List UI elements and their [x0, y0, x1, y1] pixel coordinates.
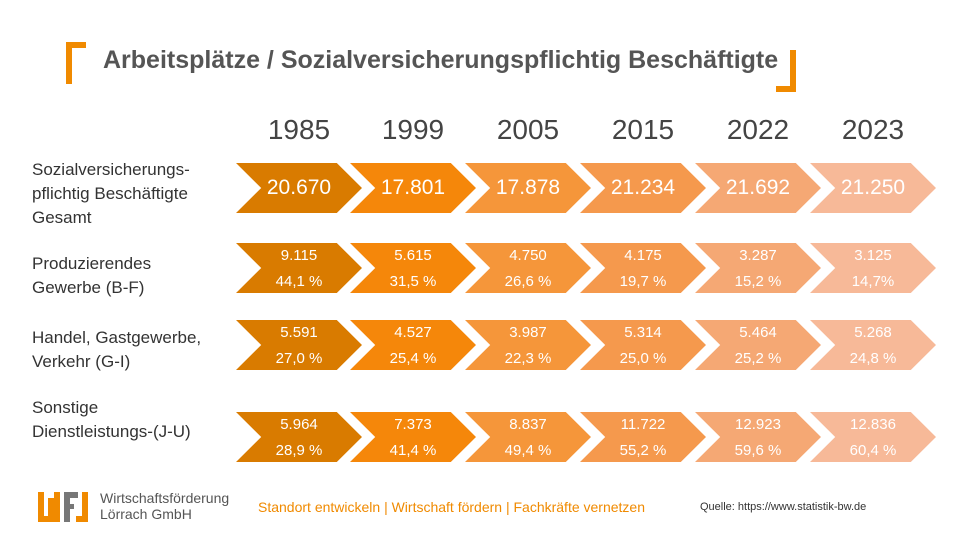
cell-value: 5.314 — [624, 324, 662, 341]
cell-value: 3.125 — [854, 247, 892, 264]
cell-share: 24,8 % — [849, 350, 897, 367]
cell-value: 11.722 — [620, 416, 666, 433]
cell-value: 8.837 — [509, 416, 547, 433]
chevron-cell: 12.923 59,6 % — [695, 412, 821, 462]
footer-tagline: Standort entwickeln | Wirtschaft fördern… — [258, 499, 645, 515]
cell-share: 41,4 % — [389, 442, 437, 459]
cell-value: 21.250 — [840, 176, 906, 199]
cell-value: 17.878 — [495, 176, 561, 199]
source-note: Quelle: https://www.statistik-bw.de — [700, 501, 867, 513]
chevron-cell: 5.615 31,5 % — [350, 243, 476, 293]
cell-share: 49,4 % — [504, 442, 552, 459]
chevron-cell: 17.801 — [350, 163, 476, 213]
column-header-1985: 1985 — [267, 114, 331, 145]
cell-value: 17.801 — [380, 176, 446, 199]
row-label: Sonstige Dienstleistungs-(J-U) — [32, 398, 191, 441]
column-header-2022: 2022 — [726, 114, 790, 145]
cell-share: 25,4 % — [389, 350, 437, 367]
cell-share: 55,2 % — [619, 442, 667, 459]
chevron-cell: 21.692 — [695, 163, 821, 213]
cell-value: 5.615 — [394, 247, 432, 264]
chevron-cell: 5.464 25,2 % — [695, 320, 821, 370]
cell-share: 25,2 % — [734, 350, 782, 367]
chevron-cell: 21.234 — [580, 163, 706, 213]
chevron-cell: 5.591 27,0 % — [236, 320, 362, 370]
cell-share: 22,3 % — [504, 350, 552, 367]
chevron-cell: 5.964 28,9 % — [236, 412, 362, 462]
cell-share: 59,6 % — [734, 442, 782, 459]
title-bracket-right — [776, 50, 796, 92]
chevron-cell: 12.836 60,4 % — [810, 412, 936, 462]
cell-value: 4.175 — [624, 247, 662, 264]
chevron-cell: 9.115 44,1 % — [236, 243, 362, 293]
chevron-cell: 4.527 25,4 % — [350, 320, 476, 370]
cell-value: 3.987 — [509, 324, 547, 341]
chevron-cell: 4.750 26,6 % — [465, 243, 591, 293]
chevron-cell: 5.314 25,0 % — [580, 320, 706, 370]
column-header-2015: 2015 — [611, 114, 675, 145]
cell-share: 25,0 % — [619, 350, 667, 367]
page-title: Arbeitsplätze / Sozialversicherungspflic… — [103, 46, 779, 74]
cell-share: 15,2 % — [734, 273, 782, 290]
cell-value: 12.836 — [850, 416, 896, 433]
cell-value: 4.527 — [394, 324, 432, 341]
cell-value: 7.373 — [394, 416, 432, 433]
title-bracket-left — [66, 42, 86, 84]
cell-share: 27,0 % — [275, 350, 323, 367]
chevron-cell: 11.722 55,2 % — [580, 412, 706, 462]
cell-share: 60,4 % — [849, 442, 897, 459]
column-header-2023: 2023 — [841, 114, 905, 145]
cell-value: 20.670 — [266, 176, 332, 199]
cell-value: 4.750 — [509, 247, 547, 264]
cell-value: 5.464 — [739, 324, 777, 341]
chevron-cell: 5.268 24,8 % — [810, 320, 936, 370]
wf-logo — [38, 492, 88, 522]
logo-text: Wirtschaftsförderung Lörrach GmbH — [100, 490, 230, 522]
cell-value: 9.115 — [280, 247, 318, 264]
column-header-1999: 1999 — [381, 114, 445, 145]
cell-value: 21.692 — [725, 176, 791, 199]
cell-value: 12.923 — [735, 416, 781, 433]
row-label: Sozialversicherungs- pflichtig Beschäfti… — [32, 160, 190, 227]
cell-value: 21.234 — [610, 176, 676, 199]
chevron-cell: 17.878 — [465, 163, 591, 213]
cell-share: 19,7 % — [619, 273, 667, 290]
chevron-cell: 3.987 22,3 % — [465, 320, 591, 370]
chevron-cell: 4.175 19,7 % — [580, 243, 706, 293]
cell-share: 44,1 % — [275, 273, 323, 290]
column-header-2005: 2005 — [496, 114, 560, 145]
chevron-cell: 21.250 — [810, 163, 936, 213]
cell-value: 5.591 — [280, 324, 318, 341]
cell-share: 31,5 % — [389, 273, 437, 290]
chevron-cell: 20.670 — [236, 163, 362, 213]
row-label: Produzierendes Gewerbe (B-F) — [32, 254, 152, 297]
chevron-cell: 8.837 49,4 % — [465, 412, 591, 462]
cell-share: 14,7% — [851, 273, 895, 290]
chevron-cell: 7.373 41,4 % — [350, 412, 476, 462]
chevron-cell: 3.125 14,7% — [810, 243, 936, 293]
cell-share: 28,9 % — [275, 442, 323, 459]
row-label: Handel, Gastgewerbe, Verkehr (G-I) — [32, 328, 202, 371]
chevron-cell: 3.287 15,2 % — [695, 243, 821, 293]
cell-value: 3.287 — [739, 247, 777, 264]
cell-value: 5.964 — [280, 416, 318, 433]
cell-share: 26,6 % — [504, 273, 552, 290]
cell-value: 5.268 — [854, 324, 892, 341]
